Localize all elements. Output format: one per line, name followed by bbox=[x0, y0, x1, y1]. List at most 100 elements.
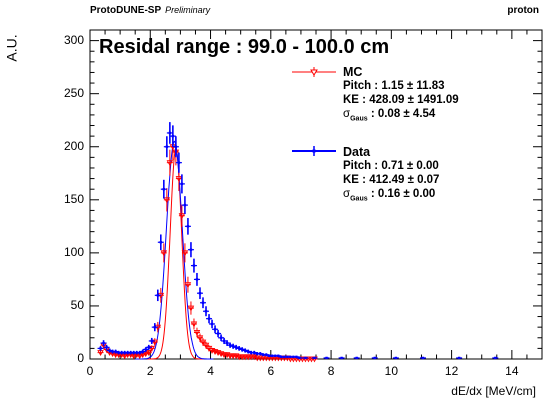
mc-point bbox=[166, 160, 174, 167]
data-point bbox=[210, 322, 214, 326]
data-point bbox=[340, 356, 343, 360]
mc-point bbox=[145, 350, 153, 357]
x-tick-label: 4 bbox=[207, 364, 214, 378]
legend-data: Data Pitch : 0.71 ± 0.00 KE : 412.49 ± 0… bbox=[343, 145, 439, 206]
data-point bbox=[280, 355, 283, 359]
data-point bbox=[174, 145, 178, 148]
data-point bbox=[150, 339, 153, 343]
data-point bbox=[99, 347, 102, 350]
mc-point bbox=[148, 345, 156, 352]
mc-point bbox=[163, 197, 171, 204]
data-point bbox=[237, 347, 241, 350]
legend-mc-sigma: σGaus : 0.08 ± 4.54 bbox=[343, 108, 436, 123]
y-tick-label: 50 bbox=[70, 297, 84, 312]
legend-data-pitch: Pitch : 0.71 ± 0.00 bbox=[343, 160, 439, 172]
x-axis-label: dE/dx [MeV/cm] bbox=[451, 384, 536, 398]
preliminary-label: Preliminary bbox=[165, 5, 211, 15]
data-point bbox=[225, 341, 229, 345]
data-point bbox=[138, 351, 141, 354]
mc-point bbox=[196, 335, 204, 342]
data-point bbox=[108, 349, 111, 352]
y-tick-label: 200 bbox=[63, 138, 84, 153]
y-tick-label: 0 bbox=[77, 351, 84, 365]
y-tick-label: 250 bbox=[63, 85, 84, 100]
data-point bbox=[222, 339, 226, 343]
data-point bbox=[213, 328, 217, 331]
data-point bbox=[421, 356, 425, 360]
x-tick-label: 10 bbox=[384, 364, 398, 378]
data-point bbox=[394, 356, 398, 360]
legend-data-name: Data bbox=[343, 145, 371, 159]
data-point bbox=[355, 356, 358, 360]
data-point bbox=[189, 248, 193, 251]
data-point bbox=[147, 346, 150, 349]
data-point bbox=[286, 355, 289, 359]
y-tick-label: 150 bbox=[63, 191, 84, 206]
data-point bbox=[162, 187, 166, 191]
chart-title: Residal range : 99.0 - 100.0 cm bbox=[99, 36, 390, 58]
experiment-label: ProtoDUNE-SP Preliminary bbox=[90, 5, 211, 16]
data-point bbox=[216, 332, 220, 335]
data-point bbox=[141, 350, 144, 353]
data-point bbox=[295, 355, 298, 359]
data-point bbox=[240, 348, 244, 351]
data-point bbox=[277, 354, 280, 358]
x-tick-label: 12 bbox=[444, 364, 459, 378]
y-axis-label: A.U. bbox=[3, 34, 20, 62]
data-point bbox=[171, 134, 175, 138]
legend-mc: MC Pitch : 1.15 ± 11.83 KE : 428.09 ± 14… bbox=[343, 65, 459, 126]
data-point bbox=[283, 355, 286, 359]
legend-mc-marker bbox=[310, 69, 318, 76]
data-point bbox=[123, 351, 126, 354]
y-tick-label: 300 bbox=[63, 32, 84, 47]
mc-point bbox=[190, 321, 198, 328]
data-point bbox=[126, 351, 129, 354]
data-point bbox=[457, 356, 461, 360]
mc-point bbox=[202, 342, 210, 349]
mc-point bbox=[187, 305, 195, 312]
data-point bbox=[114, 350, 117, 353]
data-point bbox=[298, 356, 301, 360]
data-point bbox=[198, 292, 202, 295]
data-series bbox=[97, 122, 499, 360]
data-point bbox=[313, 356, 316, 360]
data-point bbox=[234, 346, 238, 349]
data-point bbox=[129, 351, 132, 354]
legend-symbols bbox=[292, 67, 336, 156]
data-point bbox=[259, 352, 262, 355]
data-point bbox=[373, 356, 376, 360]
data-point bbox=[256, 352, 259, 355]
x-tick-label: 0 bbox=[86, 364, 94, 378]
x-tick-label: 8 bbox=[327, 364, 335, 378]
data-point bbox=[183, 203, 187, 207]
data-point bbox=[292, 355, 295, 359]
mc-point bbox=[199, 339, 207, 346]
data-point bbox=[177, 161, 181, 164]
data-point bbox=[231, 345, 235, 348]
mc-point bbox=[184, 282, 192, 289]
data-point bbox=[201, 301, 205, 304]
data-point bbox=[219, 336, 223, 339]
data-point bbox=[265, 353, 268, 356]
data-point bbox=[102, 341, 105, 345]
plot-frame bbox=[89, 29, 543, 360]
data-point bbox=[117, 351, 120, 354]
data-point bbox=[289, 355, 292, 359]
plot-border bbox=[89, 29, 543, 360]
fit-curves bbox=[135, 140, 214, 360]
data-point bbox=[192, 264, 196, 267]
data-point bbox=[156, 294, 159, 297]
data-point bbox=[204, 310, 208, 313]
data-point bbox=[207, 317, 211, 320]
data-point bbox=[247, 350, 250, 353]
data-point bbox=[195, 278, 199, 281]
data-point bbox=[111, 350, 114, 353]
data-point bbox=[253, 351, 256, 354]
legend-data-marker bbox=[312, 149, 316, 153]
mc-point bbox=[151, 339, 159, 346]
data-point bbox=[180, 182, 184, 186]
data-point bbox=[243, 349, 247, 352]
y-tick-label: 100 bbox=[63, 244, 84, 259]
data-point bbox=[144, 348, 147, 351]
